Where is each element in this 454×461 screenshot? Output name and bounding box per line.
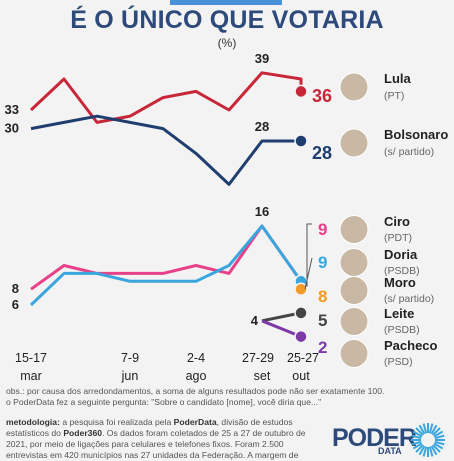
candidate-name-ciro: Ciro [384,214,410,229]
final-value-moro: 8 [318,287,327,306]
x-tick-top-4: 25-27 [287,351,319,365]
poderdata-logo-sub: DATA [378,446,402,456]
x-tick-bottom-2: ago [186,369,207,383]
sunburst-ray [411,434,422,440]
candidate-name-leite: Leite [384,306,414,321]
methodology-brand: PoderData [173,417,217,427]
obs-note: obs.: por causa dos arredondamentos, a s… [6,386,386,408]
x-tick-bottom-0: mar [20,369,42,383]
final-value-doria: 9 [318,253,327,272]
methodology-note: metodologia: a pesquisa foi realizada pe… [6,417,386,461]
sunburst-ray [412,430,423,438]
methodology-line-4: entrevistas em 420 municípios nas 27 uni… [6,450,299,460]
series-line-lula [29,71,303,124]
sunburst-ray [428,423,434,434]
sunburst-ray [415,444,424,453]
series-end-dot-pacheco [294,329,308,344]
x-tick-top-0: 15-17 [15,351,47,365]
methodology-brand-2: Poder360 [63,428,103,438]
final-value-ciro: 9 [318,220,327,239]
value-label-ciro-0: 8 [12,281,19,296]
final-value-pacheco: 2 [318,338,327,357]
series-end-dot-leite [294,306,308,320]
sunburst-ray [415,427,424,436]
sunburst-ray [418,424,426,435]
series-line-pacheco [261,319,302,338]
candidate-name-lula: Lula [384,71,411,86]
poderdata-sunburst-icon [411,423,445,457]
value-label-lula-0: 33 [5,102,19,117]
x-tick-top-3: 27-29 [242,351,274,365]
series-end-dot-moro [294,282,308,296]
sunburst-ray [430,424,438,435]
final-value-lula: 36 [312,86,332,106]
value-label-bolsonaro-7: 28 [255,119,269,134]
methodology-line-2b: . Os dados foram coletados de 25 a 27 de… [102,428,306,438]
methodology-line-1b: , divisão de estudos [216,417,293,427]
series-line-doria [29,224,303,307]
obs-text: obs.: por causa dos arredondamentos, a s… [6,386,385,396]
chart-title: É O ÚNICO QUE VOTARIA [70,6,384,34]
series-line-ciro [30,224,303,291]
sunburst-ray [412,442,423,450]
sunburst-ray [432,427,441,436]
connector-ciro [305,223,312,287]
avatar-pacheco [339,339,369,368]
final-value-leite: 5 [318,311,327,330]
candidate-name-doria: Doria [384,247,418,262]
methodology-label: metodologia: [6,417,60,427]
candidate-name-bolsonaro: Bolsonaro [384,127,448,142]
avatar-lula [339,72,369,102]
series-end-dot-bolsonaro [294,134,308,148]
connector-doria [304,257,313,290]
x-tick-bottom-3: set [254,369,271,383]
series-line-bolsonaro [30,114,301,186]
sunburst-ray [433,430,444,438]
avatar-doria [339,248,369,277]
sunburst-ray [434,440,445,446]
candidate-party-leite: (PSDB) [384,324,420,336]
sunburst-ray [434,434,445,440]
candidate-party-doria: (PSDB) [384,265,420,277]
avatar-bolsonaro [339,128,369,158]
methodology-line-2a: estatísticos do [6,428,64,438]
series-end-dot-lula [294,84,308,99]
methodology-line-1a: a pesquisa foi realizada pela [59,417,174,427]
methodology-line-3: 2021, por meio de ligações para celulare… [6,439,284,449]
value-label-doria-7: 16 [255,204,269,219]
question-text: o PoderData fez a seguinte pergunta: "So… [6,397,322,407]
x-tick-top-2: 2-4 [187,351,205,365]
candidate-name-pacheco: Pacheco [384,338,438,353]
poderdata-logo: PODER [332,424,417,452]
x-tick-bottom-4: out [292,369,310,383]
chart-unit: (%) [217,36,237,50]
value-label-bolsonaro-0: 30 [5,121,19,136]
sunburst-ray [433,442,444,450]
sunburst-ray [411,440,422,446]
title-accent-bar [170,0,282,5]
candidate-party-pacheco: (PSD) [384,356,413,368]
avatar-moro [339,276,369,305]
sunburst-ray [430,445,438,456]
value-label-leite-0: 4 [251,313,259,328]
value-label-doria-0: 6 [12,297,19,312]
final-value-bolsonaro: 28 [312,143,332,163]
x-tick-top-1: 7-9 [121,351,139,365]
avatar-leite [339,307,369,336]
sunburst-ray [432,444,441,453]
x-tick-bottom-1: jun [121,369,139,383]
sunburst-ray [422,423,428,434]
avatar-ciro [339,215,369,244]
value-label-lula-7: 39 [255,51,269,66]
candidate-party-lula: (PT) [384,90,404,102]
candidate-name-moro: Moro [384,275,416,290]
candidate-party-bolsonaro: (s/ partido) [384,146,434,158]
candidate-party-moro: (s/ partido) [384,293,434,305]
sunburst-ray [418,445,426,456]
candidate-party-ciro: (PDT) [384,232,412,244]
